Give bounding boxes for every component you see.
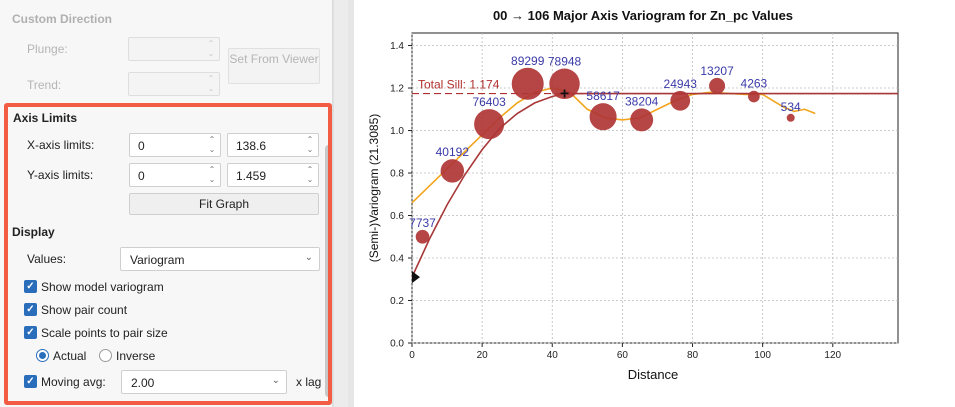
axis-limits-title: Axis Limits	[13, 111, 78, 125]
show-pair-count-checkbox[interactable]: ✓	[24, 303, 37, 316]
variogram-point	[709, 77, 726, 94]
y-tick-label: 1.2	[390, 84, 404, 95]
moving-avg-value: 2.00	[131, 376, 155, 390]
pair-count-label: 38204	[625, 94, 659, 108]
variogram-point	[549, 68, 580, 100]
display-title: Display	[12, 225, 55, 239]
show-model-checkbox[interactable]: ✓	[24, 280, 37, 293]
moving-avg-label: Moving avg:	[41, 375, 106, 389]
x-tick-label: 100	[754, 350, 771, 361]
x-tick-label: 20	[477, 350, 489, 361]
variogram-point	[670, 90, 691, 111]
range-marker: +	[560, 86, 569, 103]
trend-label: Trend:	[27, 78, 62, 92]
x-axis-min-value: 0	[138, 139, 145, 153]
x-axis-min-stepper[interactable]: ⌃ ⌄	[208, 135, 216, 154]
x-tick-label: 40	[547, 350, 559, 361]
x-axis-label: Distance	[628, 367, 679, 382]
y-tick-label: 0.2	[390, 296, 404, 307]
properties-panel: Custom Direction Plunge: ⌃ ⌄ Trend: ⌃ ⌄ Se…	[0, 0, 348, 407]
actual-label: Actual	[53, 349, 87, 363]
nugget-arrow-icon	[412, 271, 420, 284]
pair-count-label: 76403	[472, 95, 506, 109]
variogram-point	[440, 159, 465, 183]
y-axis-max-value: 1.459	[236, 169, 267, 183]
pair-count-label: 78948	[548, 55, 582, 69]
x-lag-label: x lag	[296, 375, 322, 389]
panel-scrollbar-thumb[interactable]	[325, 145, 332, 397]
variogram-point	[474, 109, 505, 140]
y-axis-label: (Semi-)Variogram (21.3085)	[367, 114, 381, 263]
trend-input[interactable]: ⌃ ⌄	[128, 72, 220, 96]
pair-count-label: 13207	[700, 64, 734, 78]
y-tick-label: 1.4	[390, 41, 404, 52]
values-select[interactable]: Variogram ⌄	[120, 247, 320, 271]
y-tick-label: 0.6	[390, 211, 404, 222]
scale-points-label: Scale points to pair size	[41, 326, 168, 340]
pair-count-label: 58617	[586, 89, 620, 103]
variogram-point	[511, 67, 544, 100]
plunge-input[interactable]: ⌃ ⌄	[128, 37, 220, 61]
pair-count-label: 40192	[436, 145, 470, 159]
plunge-label: Plunge:	[27, 42, 68, 56]
x-tick-label: 0	[409, 350, 415, 361]
y-tick-label: 0.8	[390, 169, 404, 180]
x-axis-max-input[interactable]: 138.6 ⌃ ⌄	[227, 133, 319, 157]
panel-splitter[interactable]	[348, 0, 354, 407]
inverse-label: Inverse	[116, 349, 156, 363]
pair-count-label: 534	[781, 100, 801, 114]
chevron-down-icon: ⌄	[271, 375, 280, 386]
pair-count-label: 89299	[511, 54, 545, 68]
x-tick-label: 120	[824, 350, 841, 361]
scale-points-checkbox[interactable]: ✓	[24, 326, 37, 339]
pair-count-label: 4263	[741, 77, 768, 91]
pair-count-label: 7737	[409, 216, 436, 230]
plot-frame	[411, 32, 899, 344]
variogram-point	[748, 90, 760, 103]
y-axis-max-input[interactable]: 1.459 ⌃ ⌄	[227, 163, 319, 187]
values-selected: Variogram	[130, 253, 185, 267]
show-pair-count-label: Show pair count	[41, 303, 128, 317]
y-axis-max-stepper[interactable]: ⌃ ⌄	[306, 165, 314, 184]
x-axis-min-input[interactable]: 0 ⌃ ⌄	[129, 133, 221, 157]
panel-scrollbar[interactable]	[333, 0, 348, 407]
fit-graph-button[interactable]: Fit Graph	[129, 193, 319, 215]
variogram-point	[786, 113, 795, 122]
moving-avg-checkbox[interactable]: ✓	[24, 375, 37, 388]
y-tick-label: 0.0	[390, 339, 404, 350]
y-axis-limits-label: Y-axis limits:	[27, 168, 94, 182]
x-axis-max-stepper[interactable]: ⌃ ⌄	[306, 135, 314, 154]
x-tick-label: 80	[687, 350, 699, 361]
chart-svg: 00 → 106 Major Axis Variogram for Zn_pc …	[367, 8, 899, 382]
y-axis-min-stepper[interactable]: ⌃ ⌄	[208, 165, 216, 184]
show-model-label: Show model variogram	[41, 280, 164, 294]
model-variogram-curve	[411, 92, 898, 278]
moving-avg-input[interactable]: 2.00 ⌄	[121, 370, 287, 394]
plot-area: 0 20 40 60 80 100 120 0.0 0.2 0.4 0.6 0.8 1.0 1.2 1.4 T…	[390, 32, 899, 361]
plunge-stepper-arrows[interactable]: ⌃ ⌄	[207, 39, 215, 58]
trend-stepper-arrows[interactable]: ⌃ ⌄	[207, 74, 215, 93]
total-sill-label: Total Sill: 1.174	[418, 78, 500, 92]
y-axis-min-input[interactable]: 0 ⌃ ⌄	[129, 163, 221, 187]
values-label: Values:	[27, 252, 67, 266]
x-axis-max-value: 138.6	[236, 139, 267, 153]
pair-count-label: 24943	[664, 77, 698, 91]
y-tick-label: 1.0	[390, 126, 404, 137]
chevron-down-icon: ⌄	[304, 252, 313, 263]
y-tick-label: 0.4	[390, 254, 404, 265]
variogram-point	[415, 229, 430, 244]
x-axis-limits-label: X-axis limits:	[27, 138, 95, 152]
set-from-viewer-button[interactable]: Set From Viewer	[228, 48, 320, 84]
variogram-point	[589, 103, 617, 131]
inverse-radio[interactable]	[99, 349, 112, 362]
actual-radio[interactable]	[36, 349, 49, 362]
custom-direction-title: Custom Direction	[12, 12, 113, 26]
y-axis-min-value: 0	[138, 169, 145, 183]
x-tick-label: 60	[617, 350, 629, 361]
variogram-point	[630, 108, 654, 132]
chart-title: 00 → 106 Major Axis Variogram for Zn_pc …	[493, 8, 793, 23]
properties-panel-content: Custom Direction Plunge: ⌃ ⌄ Trend: ⌃ ⌄ Se…	[0, 0, 333, 407]
variogram-chart: 00 → 106 Major Axis Variogram for Zn_pc …	[354, 0, 955, 407]
